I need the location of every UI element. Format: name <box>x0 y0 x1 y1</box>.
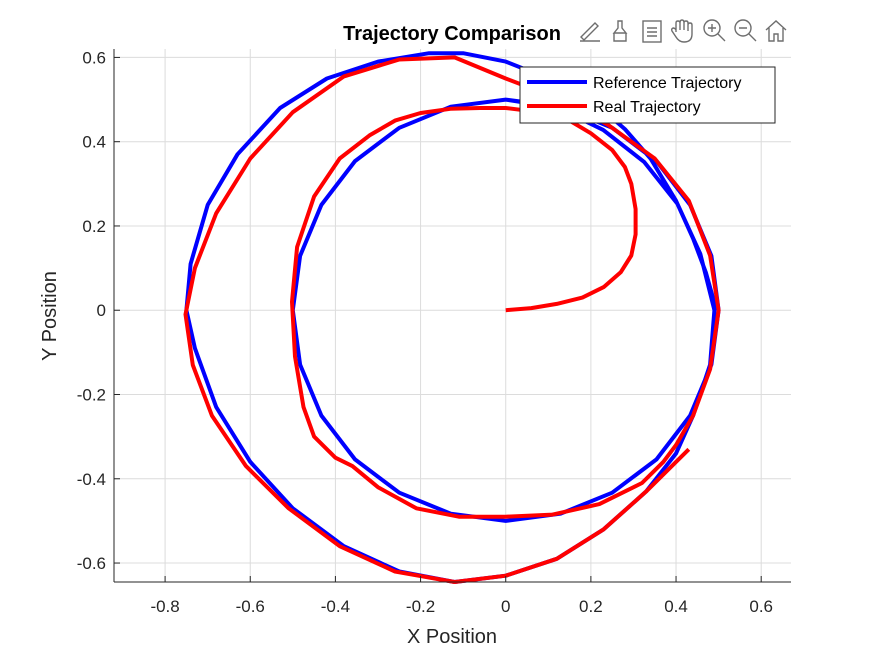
x-tick-label: -0.4 <box>321 597 350 616</box>
y-axis-label: Y Position <box>39 271 61 361</box>
y-tick-label: 0 <box>97 301 106 320</box>
zoom-out-icon[interactable] <box>734 19 757 42</box>
zoom-in-icon[interactable] <box>703 19 726 42</box>
chart-legend[interactable]: Reference Trajectory Real Trajectory <box>519 66 776 124</box>
brush-pen-icon[interactable] <box>580 22 600 42</box>
x-tick-label: 0.6 <box>749 597 773 616</box>
legend-toggle-icon[interactable] <box>642 20 662 43</box>
plot-axes[interactable]: -0.8 -0.6 -0.4 -0.2 0 0.2 0.4 0.6 -0.6 -0.4 -0.2 0… <box>77 48 791 616</box>
x-axis-label: X Position <box>407 626 497 648</box>
data-tips-icon[interactable] <box>612 20 628 42</box>
x-tick-label: 0 <box>501 597 510 616</box>
legend-label-reference: Reference Trajectory <box>593 75 742 92</box>
y-tick-label: 0.4 <box>82 133 106 152</box>
x-tick-label: 0.4 <box>664 597 688 616</box>
y-ticks: -0.6 -0.4 -0.2 0 0.2 0.4 0.6 <box>77 48 120 573</box>
y-tick-label: 0.6 <box>82 48 106 67</box>
x-tick-label: -0.2 <box>406 597 435 616</box>
axes-background <box>114 49 791 582</box>
x-tick-label: -0.6 <box>236 597 265 616</box>
toolbar-background <box>574 14 792 48</box>
pan-hand-icon[interactable] <box>670 19 693 43</box>
real-trajectory-line <box>183 55 721 584</box>
y-tick-label: -0.6 <box>77 554 106 573</box>
series-layer <box>183 51 721 584</box>
legend-box <box>519 66 776 124</box>
x-tick-label: 0.2 <box>579 597 603 616</box>
x-tick-label: -0.8 <box>150 597 179 616</box>
y-tick-label: -0.4 <box>77 470 106 489</box>
chart-title: Trajectory Comparison <box>343 23 561 45</box>
y-tick-label: 0.2 <box>82 217 106 236</box>
legend-label-real: Real Trajectory <box>593 99 701 116</box>
x-ticks: -0.8 -0.6 -0.4 -0.2 0 0.2 0.4 0.6 <box>150 576 773 616</box>
home-icon[interactable] <box>765 20 787 42</box>
axes-toolbar[interactable] <box>574 14 792 48</box>
y-tick-label: -0.2 <box>77 386 106 405</box>
